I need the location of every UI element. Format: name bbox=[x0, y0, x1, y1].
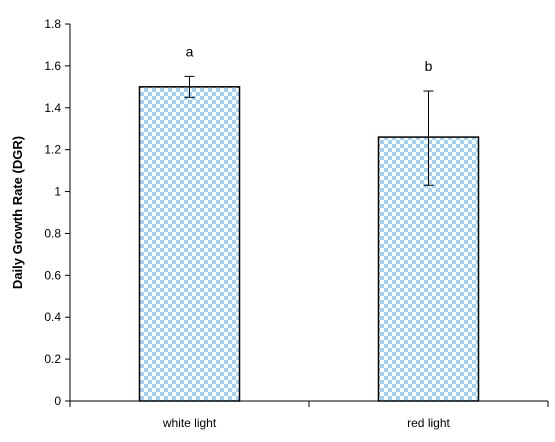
error-bars-layer bbox=[184, 75, 434, 186]
y-tick-label: 1.2 bbox=[44, 143, 61, 157]
y-tick-label: 1.6 bbox=[44, 59, 61, 73]
bar bbox=[138, 86, 241, 402]
y-tick-label: 1.4 bbox=[44, 101, 61, 115]
labels-layer: a white light b red light bbox=[162, 43, 451, 430]
y-axis-title: Daily Growth Rate (DGR) bbox=[10, 136, 25, 289]
y-tick-label: 0 bbox=[54, 394, 61, 408]
y-ticks: 0 0.2 0.4 0.6 0.8 1 1.2 1.4 1.6 1.8 bbox=[44, 17, 70, 408]
y-tick-label: 1 bbox=[54, 185, 61, 199]
y-tick-label: 0.2 bbox=[44, 352, 61, 366]
category-label: red light bbox=[407, 416, 450, 430]
y-tick-label: 0.4 bbox=[44, 310, 61, 324]
y-tick-label: 0.6 bbox=[44, 268, 61, 282]
y-tick-label: 0.8 bbox=[44, 226, 61, 240]
x-ticks bbox=[69, 401, 549, 407]
y-tick-label: 1.8 bbox=[44, 17, 61, 31]
significance-label: a bbox=[186, 43, 194, 59]
bars-layer bbox=[138, 86, 480, 402]
category-label: white light bbox=[162, 416, 217, 430]
significance-label: b bbox=[425, 58, 433, 74]
